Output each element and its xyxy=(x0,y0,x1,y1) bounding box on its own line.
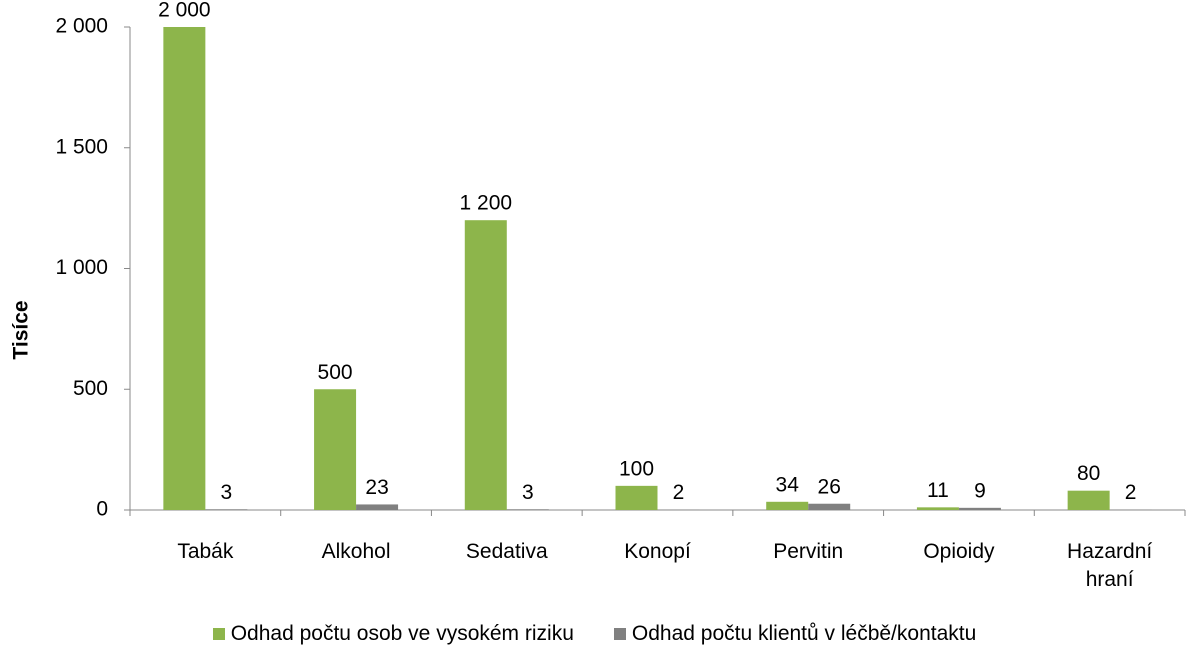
x-tick-label: Konopí xyxy=(624,540,691,563)
data-label: 2 xyxy=(673,481,685,504)
x-tick-label: Alkohol xyxy=(321,540,391,563)
data-label: 9 xyxy=(974,479,986,502)
x-tick-label: Hazardní hraní xyxy=(1067,540,1153,591)
bar xyxy=(356,504,399,510)
y-tick-label: 2 000 xyxy=(55,15,108,38)
bar xyxy=(916,507,959,510)
data-label: 2 000 xyxy=(158,0,211,22)
data-label: 34 xyxy=(776,473,800,496)
data-label: 1 200 xyxy=(460,192,513,215)
bar xyxy=(615,485,658,510)
legend-label: Odhad počtu klientů v léčbě/kontaktu xyxy=(631,622,977,645)
data-label: 500 xyxy=(318,361,353,384)
bar xyxy=(1067,490,1110,510)
x-tick-label: Opioidy xyxy=(923,540,995,563)
y-tick-label: 500 xyxy=(73,377,108,400)
data-label: 3 xyxy=(221,481,233,504)
x-tick-label: Tabák xyxy=(177,540,234,563)
bar xyxy=(163,27,206,510)
data-label: 100 xyxy=(619,457,654,480)
y-tick-label: 0 xyxy=(96,498,108,521)
y-tick-label: 1 500 xyxy=(55,135,108,158)
x-tick-label: Sedativa xyxy=(465,540,548,563)
bar xyxy=(958,507,1001,510)
data-label: 2 xyxy=(1125,481,1137,504)
y-tick-label: 1 000 xyxy=(55,256,108,279)
data-label: 23 xyxy=(365,476,388,499)
data-label: 80 xyxy=(1077,462,1100,485)
data-label: 3 xyxy=(522,481,534,504)
bar xyxy=(314,389,357,510)
data-label: 26 xyxy=(818,475,841,498)
legend-swatch xyxy=(212,628,225,640)
data-label: 11 xyxy=(927,479,949,502)
legend-item: Odhad počtu osob ve vysokém riziku xyxy=(212,622,574,646)
bar xyxy=(766,501,809,510)
bar xyxy=(808,503,851,510)
y-axis-label: Tisíce xyxy=(10,300,33,359)
bar xyxy=(464,220,507,510)
legend-item: Odhad počtu klientů v léčbě/kontaktu xyxy=(613,622,977,646)
bar xyxy=(506,509,549,510)
x-tick-label: Pervitin xyxy=(773,540,844,563)
legend-label: Odhad počtu osob ve vysokém riziku xyxy=(230,622,574,645)
legend-swatch xyxy=(613,628,626,640)
bar xyxy=(205,509,248,510)
legend: Odhad počtu osob ve vysokém riziku Odhad … xyxy=(0,622,1189,646)
